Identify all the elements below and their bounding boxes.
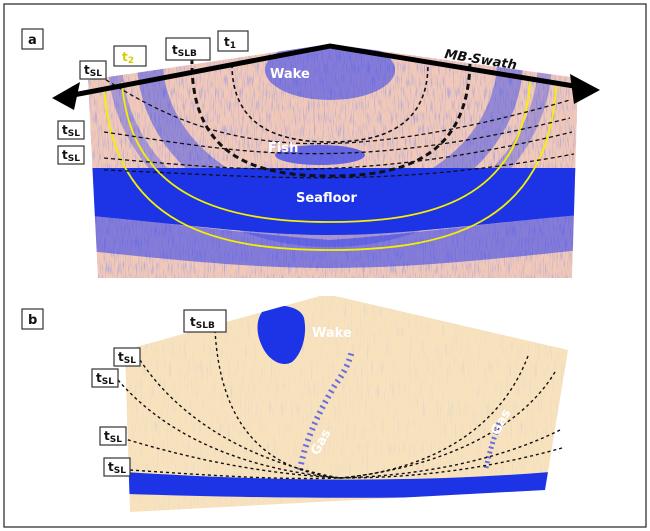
figure-frame [3,3,647,528]
svg-text:tSL: tSL [118,350,136,366]
time-label-b-2: tSL [91,368,119,388]
tslb-arc-outer [190,57,472,178]
time-label-a-4: tSL [57,120,85,140]
time-label-a-2: tSLB [165,37,211,61]
svg-text:tSL: tSL [62,148,80,164]
tsl-lines-b [117,329,563,480]
time-label-a-1: t2 [113,45,147,67]
panel-b-letter: b [28,313,37,328]
svg-text:t2: t2 [122,50,134,66]
tslb-arc-inner [231,63,429,143]
panel-b: b Wake Gas Gas [21,296,568,512]
t2-curve-inner [121,81,531,223]
time-label-b-3: tSL [99,426,127,446]
wake-label-b: Wake [312,326,352,341]
time-label-a-5: tSL [57,145,85,165]
svg-text:tSL: tSL [84,63,102,79]
swath-arrow-right [570,74,600,104]
swath-arrow-left [52,82,80,110]
time-label-b-4: tSL [103,457,131,477]
time-label-a-0: tSL [79,60,107,80]
svg-text:tSLB: tSLB [190,315,215,331]
svg-text:t1: t1 [224,35,236,51]
svg-text:tSL: tSL [96,371,114,387]
panel-a-letter: a [28,33,37,48]
time-label-a-3: t1 [217,30,249,52]
seafloor-label: Seafloor [296,191,357,206]
time-label-b-1: tSL [113,347,141,367]
panel-a-echogram [88,44,578,278]
tsl-lines-a [99,75,575,179]
svg-text:tSL: tSL [108,460,126,476]
t2-curve-outer [103,85,557,251]
mb-swath-line [67,43,587,99]
svg-text:tSLB: tSLB [172,43,197,59]
panel-a: a M [21,28,600,278]
fish-label: Fish [268,141,298,156]
time-label-b-0: tSLB [183,309,227,333]
wake-label-a: Wake [270,67,310,82]
svg-text:tSL: tSL [104,429,122,445]
svg-text:tSL: tSL [62,123,80,139]
